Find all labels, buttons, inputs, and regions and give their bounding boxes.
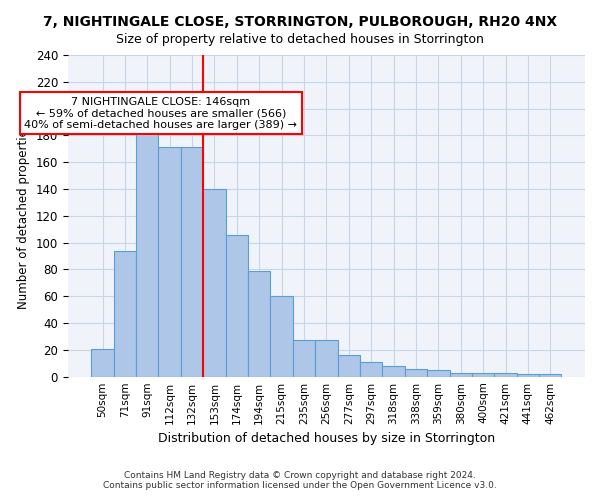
Bar [405,368,427,376]
Text: 7, NIGHTINGALE CLOSE, STORRINGTON, PULBOROUGH, RH20 4NX: 7, NIGHTINGALE CLOSE, STORRINGTON, PULBO… [43,15,557,29]
Bar [517,374,539,376]
Text: Size of property relative to detached houses in Storrington: Size of property relative to detached ho… [116,32,484,46]
Bar [315,340,338,376]
Text: Contains HM Land Registry data © Crown copyright and database right 2024.
Contai: Contains HM Land Registry data © Crown c… [103,470,497,490]
Bar [158,148,181,376]
Bar [539,374,562,376]
Bar [494,372,517,376]
Bar [360,362,382,376]
Bar [472,372,494,376]
Bar [271,296,293,376]
X-axis label: Distribution of detached houses by size in Storrington: Distribution of detached houses by size … [158,432,495,445]
Bar [136,110,158,376]
Bar [226,234,248,376]
Bar [338,355,360,376]
Text: 7 NIGHTINGALE CLOSE: 146sqm
← 59% of detached houses are smaller (566)
40% of se: 7 NIGHTINGALE CLOSE: 146sqm ← 59% of det… [25,97,298,130]
Y-axis label: Number of detached properties: Number of detached properties [17,123,30,309]
Bar [91,348,113,376]
Bar [248,271,271,376]
Bar [449,372,472,376]
Bar [113,250,136,376]
Bar [293,340,315,376]
Bar [382,366,405,376]
Bar [203,189,226,376]
Bar [427,370,449,376]
Bar [181,148,203,376]
